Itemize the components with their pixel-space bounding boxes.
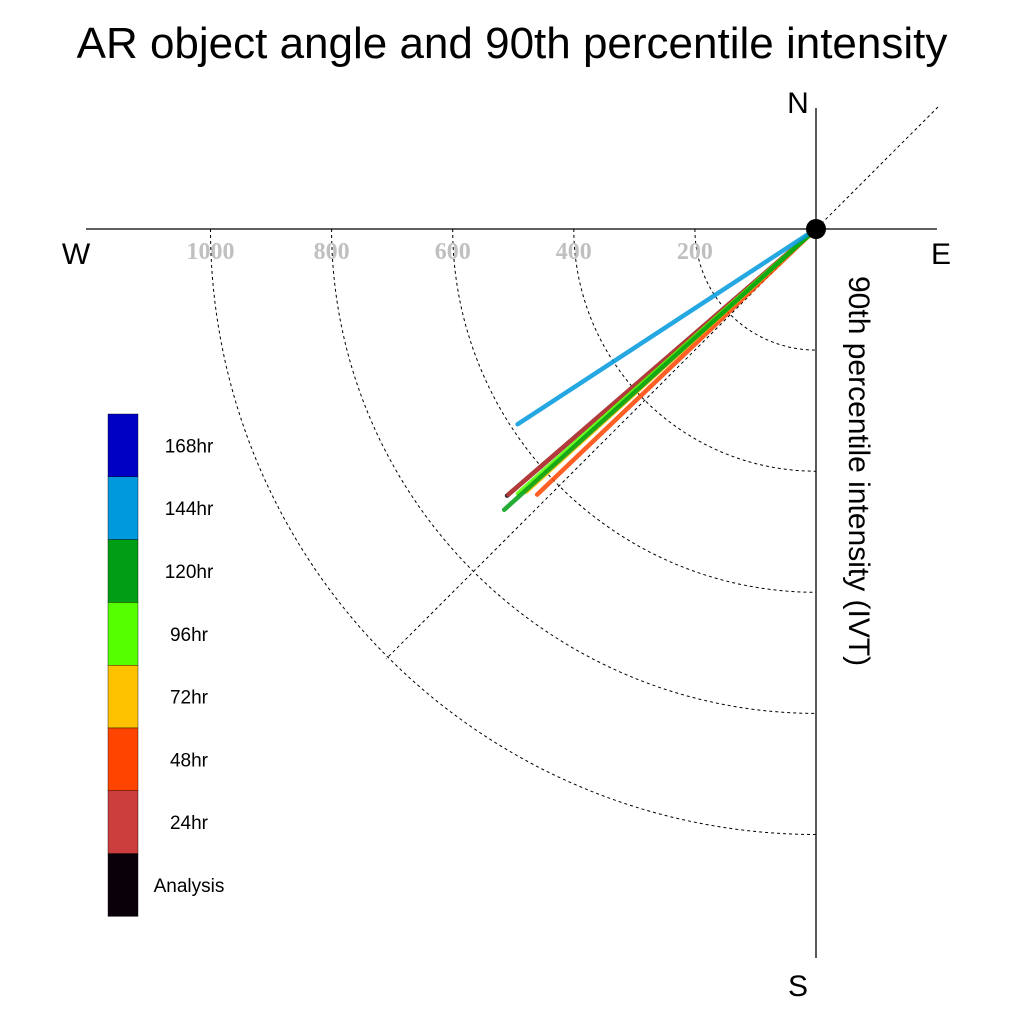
- legend-label-168hr: 168hr: [165, 436, 214, 457]
- legend-label-analysis: Analysis: [154, 876, 225, 897]
- legend-swatch-72hr: [107, 665, 139, 729]
- compass-north: N: [787, 87, 809, 120]
- radial-tick-label: 600: [435, 239, 471, 265]
- chart-title: AR object angle and 90th percentile inte…: [77, 19, 948, 68]
- compass-west: W: [62, 238, 91, 271]
- legend-swatch-144hr: [107, 476, 139, 540]
- legend-label-24hr: 24hr: [170, 813, 209, 834]
- legend-swatch-analysis: [107, 853, 139, 917]
- radial-tick-labels: 200 400 600 800 1000: [187, 239, 713, 265]
- legend: 168hr 144hr 120hr 96hr 72hr 48hr 24hr Analysis: [107, 413, 225, 917]
- compass-east: E: [931, 238, 951, 271]
- legend-swatch-96hr: [107, 602, 139, 666]
- diagonal-reference-line: [385, 106, 939, 660]
- legend-label-72hr: 72hr: [170, 688, 209, 709]
- vector-144hr: [515, 226, 819, 427]
- compass-axes: [86, 106, 939, 958]
- legend-swatch-24hr: [107, 790, 139, 854]
- legend-label-144hr: 144hr: [165, 499, 214, 520]
- grid-arc: [573, 228, 817, 472]
- y-axis-label: 90th percentile intensity (IVT): [842, 276, 875, 666]
- grid-arc: [331, 228, 817, 714]
- compass-south: S: [788, 970, 808, 1003]
- legend-swatch-48hr: [107, 727, 139, 791]
- origin-marker: [806, 219, 826, 239]
- legend-label-96hr: 96hr: [170, 625, 209, 646]
- radial-tick-label: 1000: [187, 239, 235, 265]
- grid-arc: [452, 228, 817, 593]
- legend-label-120hr: 120hr: [165, 562, 214, 583]
- grid-arc: [694, 228, 817, 351]
- legend-swatch-120hr: [107, 539, 139, 603]
- legend-swatch-168hr: [107, 413, 139, 477]
- radial-tick-label: 400: [556, 239, 592, 265]
- radial-tick-label: 800: [314, 239, 350, 265]
- vector-120hr: [501, 226, 819, 513]
- series-vectors: [501, 226, 819, 513]
- grid-arc: [210, 228, 817, 835]
- legend-label-48hr: 48hr: [170, 750, 209, 771]
- radial-tick-label: 200: [677, 239, 713, 265]
